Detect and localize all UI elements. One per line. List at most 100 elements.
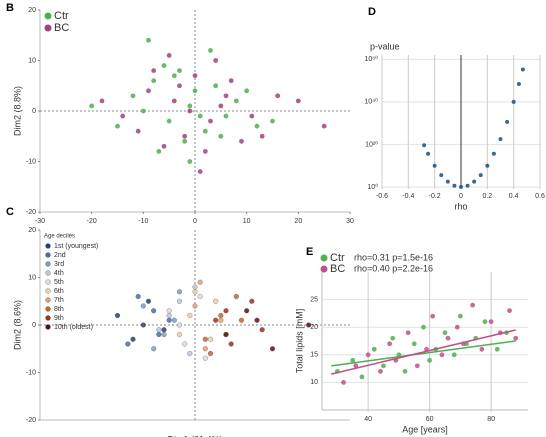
- legend-stats: rho=0.31 p=1.5e-16: [354, 252, 433, 262]
- point: [202, 336, 208, 342]
- point: [151, 68, 157, 73]
- point: [166, 312, 172, 319]
- y-axis-label: p-value: [370, 41, 400, 51]
- y-tick-label: 20: [28, 7, 36, 14]
- point: [451, 352, 457, 358]
- point: [130, 93, 136, 99]
- point: [275, 93, 281, 99]
- point: [223, 93, 229, 99]
- point: [177, 68, 182, 73]
- point: [426, 151, 431, 156]
- point: [233, 293, 239, 300]
- point: [259, 327, 265, 333]
- point: [402, 368, 408, 374]
- point: [445, 179, 450, 184]
- legend-marker: [45, 270, 51, 276]
- point: [145, 298, 152, 304]
- point: [176, 331, 183, 338]
- legend-label: 3rd: [54, 261, 64, 268]
- point: [494, 346, 500, 352]
- y-tick-label: 10²⁰: [365, 140, 378, 148]
- point: [498, 137, 503, 142]
- point: [171, 317, 177, 323]
- x-tick-label: 0: [193, 218, 197, 225]
- y-tick-label: 0: [32, 108, 36, 115]
- y-axis-label: Dim2 (8.8%): [12, 86, 22, 136]
- point: [516, 81, 521, 86]
- point: [244, 308, 250, 314]
- point: [120, 113, 126, 119]
- y-tick-label: 20: [28, 227, 36, 234]
- point: [442, 330, 448, 336]
- point: [182, 133, 188, 139]
- y-tick-label: 10: [310, 379, 318, 386]
- point: [233, 98, 239, 104]
- point: [353, 363, 359, 369]
- point: [359, 374, 365, 380]
- point: [459, 185, 463, 189]
- x-tick-label: 0.4: [509, 193, 519, 200]
- point: [89, 103, 95, 109]
- point: [482, 319, 488, 325]
- point: [202, 128, 208, 134]
- legend-label: 2nd: [54, 252, 66, 259]
- point: [505, 119, 510, 124]
- point: [306, 322, 312, 328]
- point: [146, 88, 151, 94]
- x-tick-label: 20: [294, 218, 302, 225]
- y-tick-label: 10⁰: [367, 183, 378, 191]
- point: [479, 346, 485, 352]
- point: [187, 350, 193, 357]
- x-tick-label: 10: [243, 218, 251, 225]
- point: [249, 298, 255, 304]
- x-tick-label: 0.6: [535, 193, 545, 200]
- point: [218, 103, 224, 109]
- point: [439, 352, 445, 358]
- panel-label: C: [6, 206, 14, 218]
- point: [218, 312, 224, 319]
- point: [387, 341, 393, 347]
- legend-marker: [45, 297, 51, 303]
- x-axis-label: Dim1 (21.4%): [167, 434, 222, 437]
- legend-marker: [45, 252, 51, 258]
- point: [213, 317, 219, 323]
- point: [161, 143, 167, 149]
- point: [146, 37, 151, 43]
- point: [390, 335, 396, 341]
- point: [151, 346, 157, 352]
- point: [187, 312, 193, 319]
- fit-line: [331, 340, 516, 367]
- point: [249, 113, 255, 119]
- y-tick-label: 10: [28, 274, 36, 281]
- point: [244, 88, 250, 94]
- point: [207, 336, 214, 342]
- point: [99, 98, 105, 104]
- point: [213, 58, 219, 63]
- legend-marker: [45, 315, 51, 321]
- point: [218, 133, 224, 139]
- point: [422, 143, 427, 148]
- point: [445, 335, 451, 341]
- point: [295, 98, 301, 104]
- point: [187, 103, 193, 109]
- point: [341, 380, 346, 385]
- point: [439, 173, 444, 178]
- legend-marker: [45, 324, 51, 330]
- point: [457, 313, 463, 319]
- point: [269, 346, 276, 352]
- x-tick-label: 60: [426, 416, 434, 423]
- point: [208, 48, 213, 53]
- point: [378, 368, 383, 374]
- legend-marker: [44, 24, 52, 32]
- point: [213, 83, 219, 89]
- legend-label: 6th: [54, 288, 64, 295]
- y-tick-label: 20: [310, 324, 318, 331]
- legend-marker: [320, 254, 328, 262]
- y-tick-label: 0: [32, 322, 36, 329]
- point: [381, 363, 386, 369]
- y-tick-label: 15: [310, 352, 318, 359]
- x-tick-label: 30: [346, 218, 354, 225]
- point: [166, 308, 172, 314]
- point: [161, 327, 167, 333]
- legend-label: 10th (oldest): [54, 324, 93, 331]
